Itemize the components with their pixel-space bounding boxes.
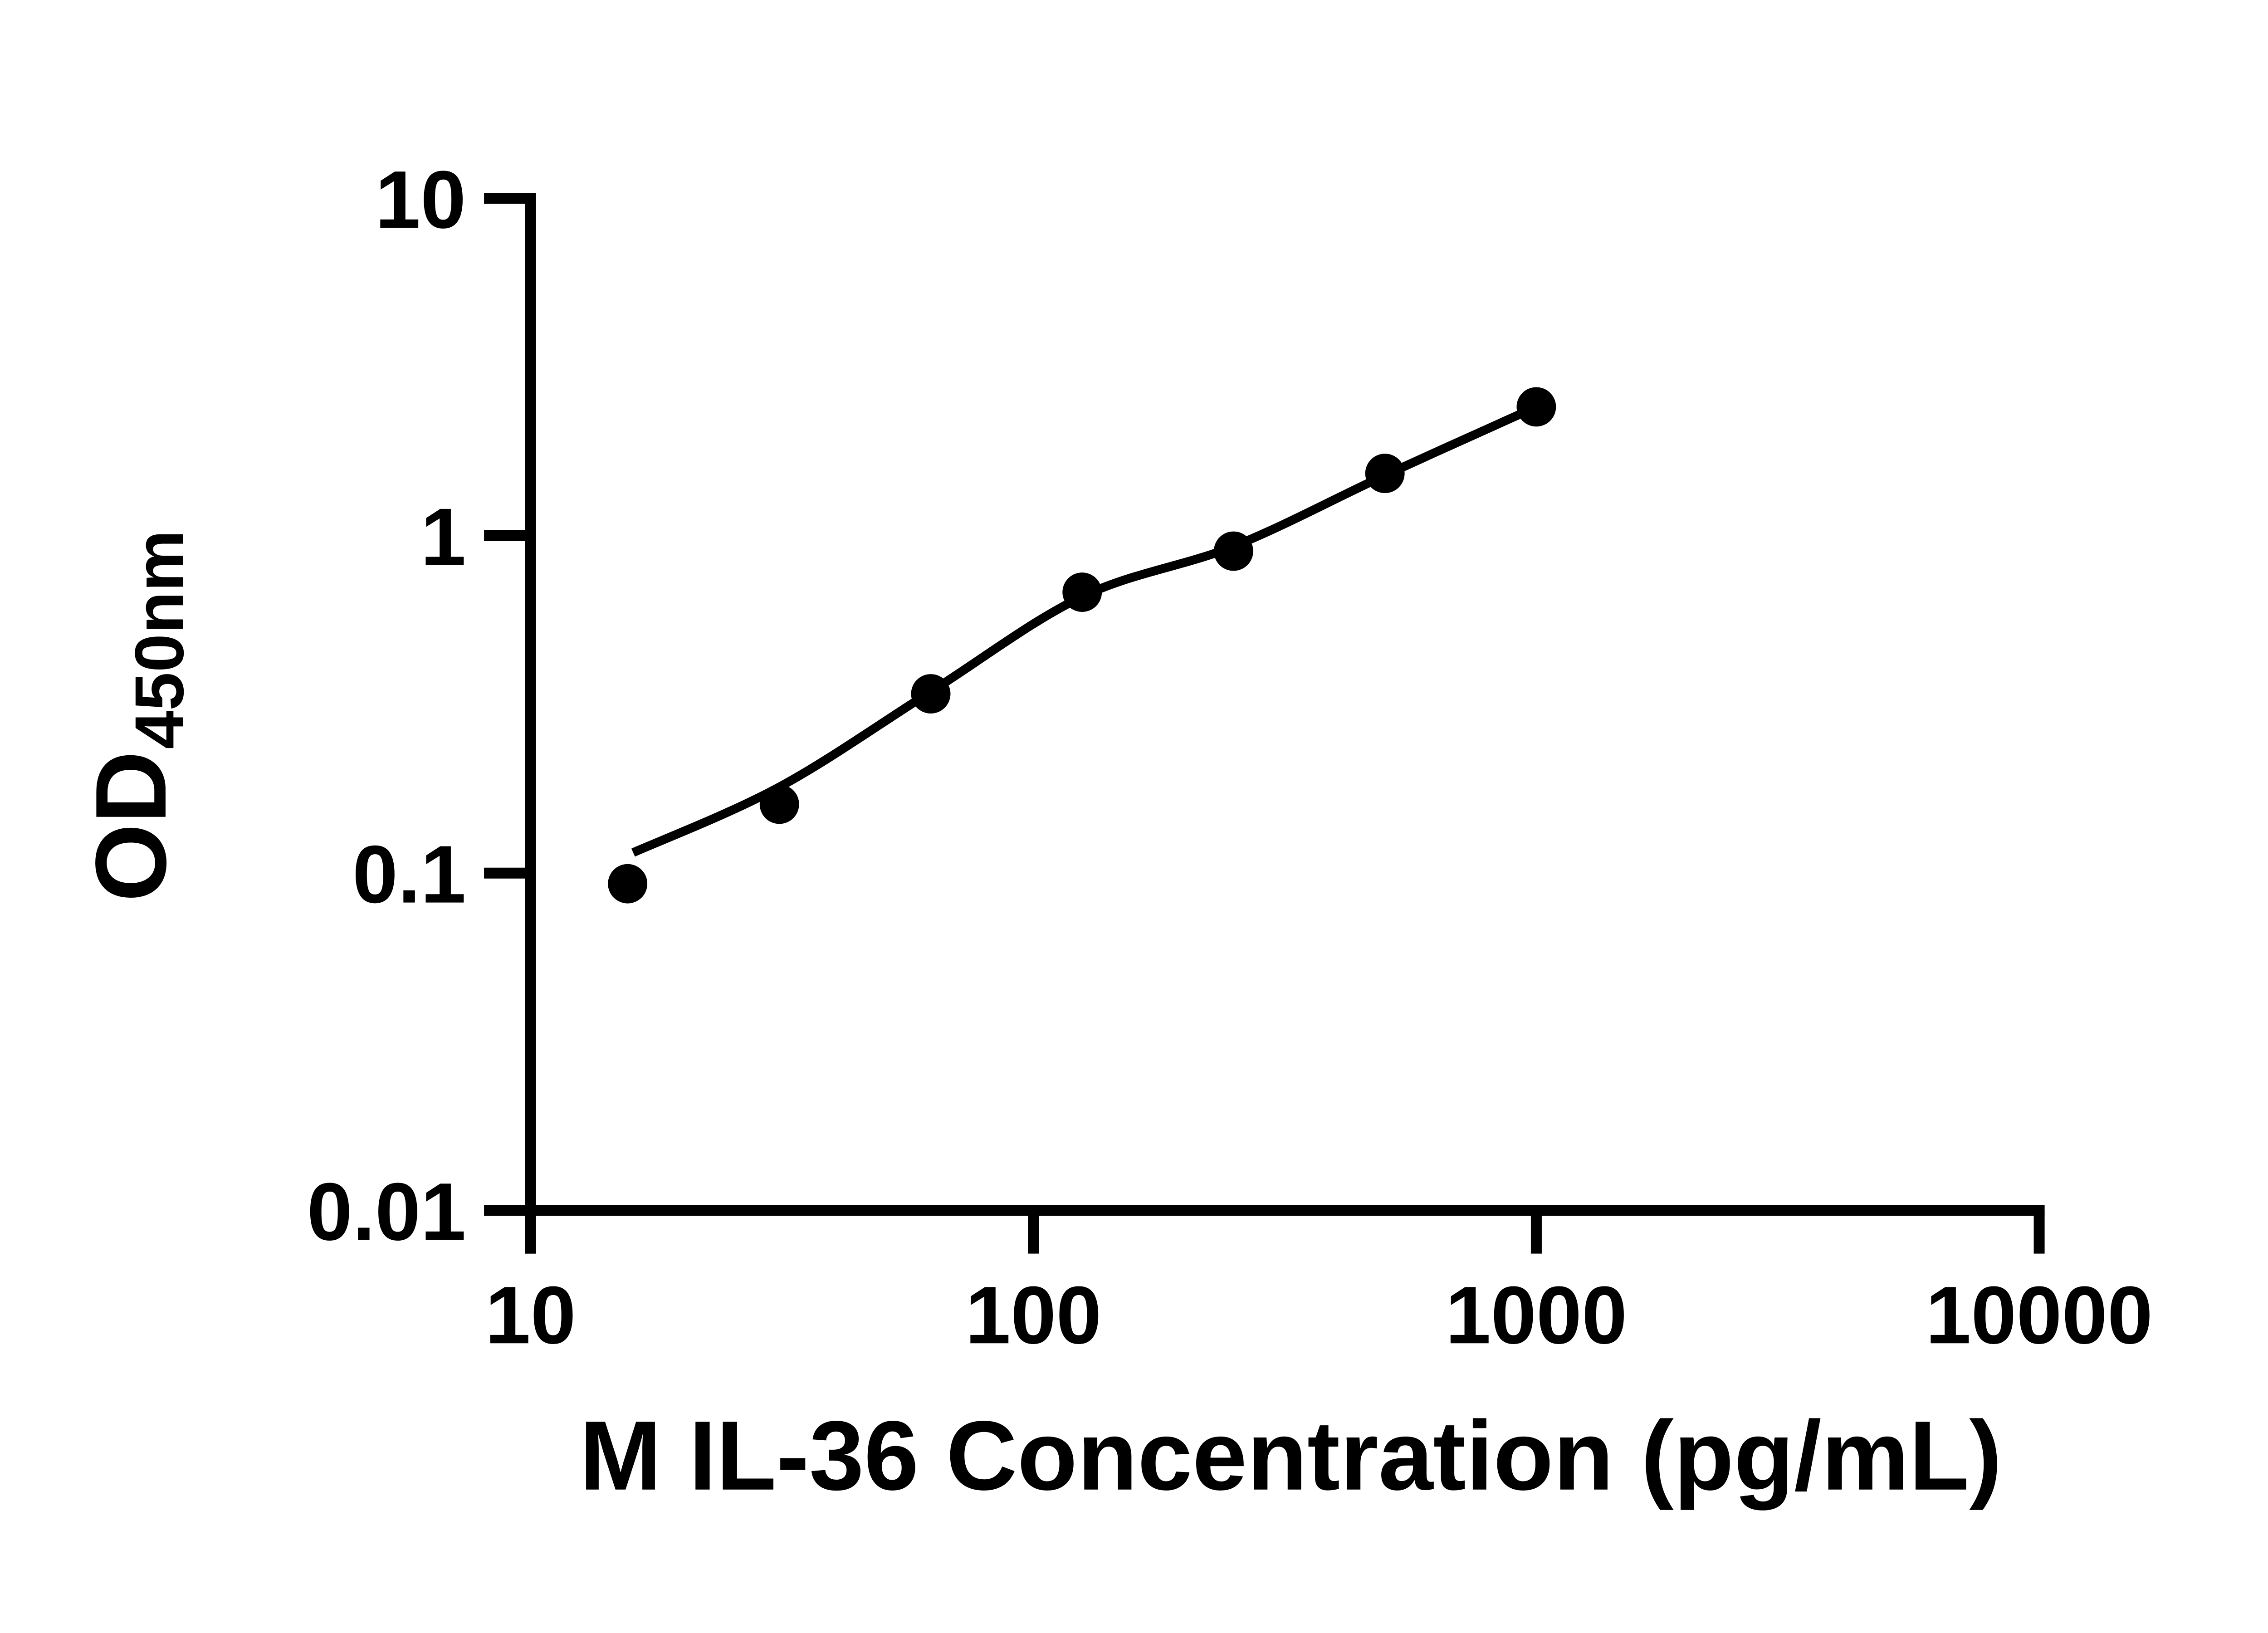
x-axis-tick-labels: 10 100 1000 10000 xyxy=(485,1270,2153,1361)
y-axis-title-subscript: 450nm xyxy=(121,530,198,749)
axes xyxy=(525,193,2045,1254)
x-axis-tick-marks xyxy=(525,1210,2045,1254)
x-tick-label: 1000 xyxy=(1446,1270,1628,1361)
x-tick-label: 10 xyxy=(485,1270,576,1361)
data-point xyxy=(1516,387,1556,427)
data-point xyxy=(1062,572,1102,612)
y-tick-label: 1 xyxy=(420,492,466,583)
data-point xyxy=(759,784,799,824)
y-axis-title-main: OD xyxy=(74,751,187,902)
y-axis-tick-labels: 10 1 0.1 0.01 xyxy=(307,154,466,1257)
y-tick-label: 0.1 xyxy=(352,829,466,920)
y-axis-title: OD 450nm xyxy=(74,530,198,902)
data-points xyxy=(608,387,1556,904)
x-tick-label: 100 xyxy=(965,1270,1102,1361)
y-axis-tick-marks xyxy=(484,193,531,1216)
data-point xyxy=(1213,531,1253,571)
y-tick-label: 10 xyxy=(375,154,466,245)
data-point xyxy=(1365,454,1405,494)
x-tick-label: 10000 xyxy=(1926,1270,2153,1361)
data-point xyxy=(911,674,951,714)
data-point xyxy=(608,864,648,904)
x-axis-title: M IL-36 Concentration (pg/mL) xyxy=(580,1401,2002,1511)
y-tick-label: 0.01 xyxy=(307,1166,466,1257)
